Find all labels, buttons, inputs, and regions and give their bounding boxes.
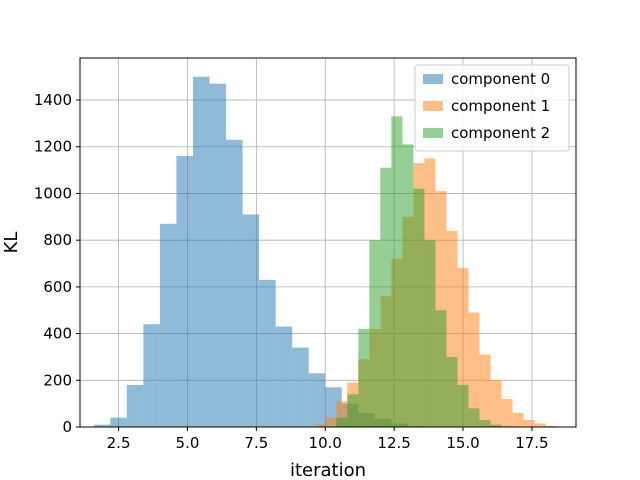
histogram-bar-series-0 <box>126 384 144 427</box>
y-tick-label: 200 <box>43 371 72 389</box>
y-tick-label: 800 <box>43 231 72 249</box>
histogram-bar-series-1 <box>534 423 546 427</box>
y-tick-label: 1200 <box>34 138 72 156</box>
x-tick-label: 10.0 <box>309 434 342 452</box>
y-tick-label: 1000 <box>34 184 72 202</box>
histogram-bar-series-2 <box>446 356 458 427</box>
histogram-bar-series-1 <box>501 398 513 427</box>
histogram-bars <box>93 76 568 428</box>
histogram-bar-series-0 <box>259 279 276 427</box>
legend-swatch <box>423 128 443 138</box>
y-tick-label: 400 <box>43 325 72 343</box>
x-tick-label: 5.0 <box>176 434 200 452</box>
x-tick-label: 17.5 <box>515 434 548 452</box>
histogram-bar-series-0 <box>209 83 227 427</box>
histogram-bar-series-1 <box>314 424 326 427</box>
histogram-bar-series-2 <box>490 424 502 427</box>
x-tick-label: 2.5 <box>107 434 131 452</box>
histogram-bar-series-1 <box>468 312 480 427</box>
histogram-bar-series-0 <box>292 347 309 427</box>
legend-swatch <box>423 74 443 84</box>
histogram-bar-series-2 <box>424 240 436 427</box>
histogram-bar-series-1 <box>512 412 524 427</box>
histogram-bar-series-0 <box>176 156 193 427</box>
histogram-bar-series-2 <box>380 167 392 428</box>
histogram-bar-series-2 <box>369 240 381 427</box>
y-tick-label: 0 <box>62 418 72 436</box>
histogram-bar-series-1 <box>545 425 557 427</box>
histogram-bar-series-1 <box>457 268 469 427</box>
x-tick-label: 7.5 <box>244 434 268 452</box>
histogram-bar-series-1 <box>325 417 337 427</box>
legend-box <box>414 64 570 152</box>
histogram-bar-series-1 <box>479 354 491 427</box>
legend-label: component 2 <box>451 124 550 142</box>
legend-swatch <box>423 101 443 111</box>
histogram-bar-series-2 <box>435 310 447 427</box>
histogram-bar-series-1 <box>446 230 458 427</box>
y-tick-label: 600 <box>43 278 72 296</box>
histogram-bar-series-2 <box>468 408 480 427</box>
histogram-bar-series-1 <box>523 419 535 427</box>
histogram-bar-series-0 <box>110 417 127 427</box>
plot-frame <box>79 57 577 428</box>
histogram-bar-series-1 <box>336 401 348 427</box>
histogram-bar-series-0 <box>242 214 260 427</box>
x-axis-label: iteration <box>290 460 366 480</box>
x-tick-label: 15.0 <box>446 434 479 452</box>
histogram-bar-series-1 <box>490 380 502 427</box>
histogram-bar-series-0 <box>159 223 177 427</box>
y-tick-label: 1400 <box>34 91 72 109</box>
histogram-bar-series-2 <box>347 394 359 427</box>
legend: component 0 component 1 component 2 <box>414 64 570 152</box>
axis-ticks: 2.5 5.0 7.5 10.0 12.5 15.0 17.5 0 200 400 600 800 10… <box>34 91 549 452</box>
histogram-bar-series-0 <box>308 373 326 427</box>
histogram-bar-series-0 <box>275 326 293 427</box>
histogram-bar-series-0 <box>226 139 243 427</box>
legend-label: component 1 <box>451 97 550 115</box>
legend-label: component 0 <box>451 70 550 88</box>
histogram-bar-series-2 <box>457 384 469 427</box>
histogram-bar-series-2 <box>413 188 425 427</box>
x-tick-label: 12.5 <box>377 434 410 452</box>
y-axis-label: KL <box>1 232 22 254</box>
histogram-bar-series-2 <box>391 116 403 427</box>
histogram-bar-series-0 <box>192 76 210 428</box>
histogram-bar-series-2 <box>358 328 370 427</box>
histogram-bar-series-2 <box>479 419 491 427</box>
histogram-bar-series-1 <box>435 191 447 427</box>
histogram-bar-series-2 <box>336 417 348 427</box>
histogram-bar-series-0 <box>93 424 111 427</box>
histogram-bar-series-2 <box>402 144 414 428</box>
histogram-bar-series-0 <box>143 324 160 427</box>
